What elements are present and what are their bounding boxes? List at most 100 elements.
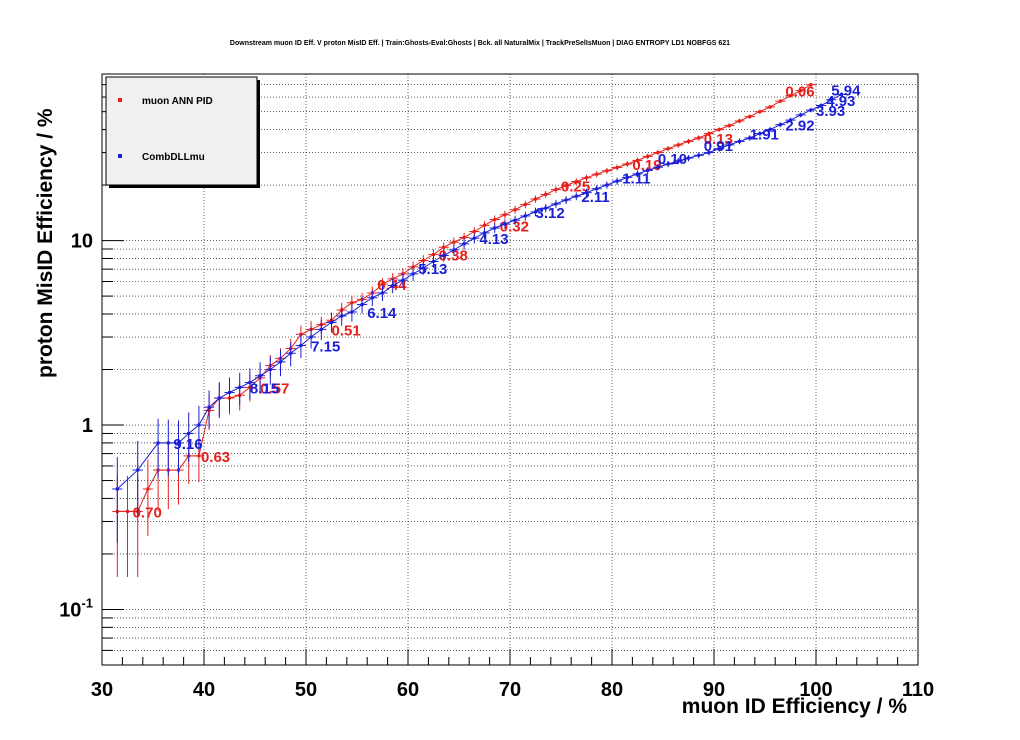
x-tick-label: 70: [499, 679, 521, 701]
chart-title: Downstream muon ID Eff. V proton MisID E…: [230, 40, 730, 47]
data-point: [299, 343, 303, 347]
data-point: [421, 258, 425, 262]
data-point: [697, 153, 701, 157]
data-point: [268, 368, 272, 371]
data-point: [248, 381, 252, 385]
data-point: [381, 291, 384, 295]
x-tick-label: 110: [902, 679, 934, 701]
data-point: [738, 119, 741, 123]
point-label: 0.51: [332, 322, 361, 339]
data-point: [238, 385, 242, 389]
data-point: [177, 441, 180, 445]
data-point: [513, 218, 517, 222]
point-label: 0.32: [500, 218, 529, 235]
data-point: [758, 132, 762, 136]
x-axis-title: muon ID Efficiency / %: [682, 695, 908, 718]
data-point: [789, 118, 792, 122]
data-point: [748, 136, 752, 140]
data-point: [615, 179, 619, 183]
grid-lines: [101, 73, 919, 666]
legend-label-combdllmu: CombDLLmu: [142, 152, 205, 163]
data-point: [319, 327, 323, 331]
data-point: [534, 210, 537, 214]
point-label: 0.91: [704, 138, 733, 155]
y-axis-title: proton MisID Efficiency / %: [34, 108, 57, 378]
data-point: [778, 123, 782, 127]
data-point: [156, 441, 160, 445]
data-point: [207, 405, 211, 409]
point-label: 0.38: [439, 248, 468, 265]
data-point: [738, 139, 741, 143]
x-tick-label: 80: [601, 679, 623, 701]
series-layer: 0.700.630.570.510.440.380.320.250.190.13…: [112, 82, 861, 577]
point-label: 6.14: [367, 305, 397, 322]
data-point: [115, 487, 119, 491]
data-point: [595, 172, 599, 176]
data-point: [493, 218, 497, 222]
data-point: [483, 231, 486, 235]
legend-box: [105, 76, 258, 186]
data-point: [421, 266, 425, 270]
data-point: [370, 296, 374, 300]
data-point: [197, 454, 201, 458]
data-point: [727, 124, 731, 128]
data-point: [146, 487, 150, 491]
data-point: [687, 139, 690, 143]
data-point: [258, 374, 262, 378]
data-point: [676, 159, 680, 163]
legend-marker-combdllmu: [118, 154, 122, 158]
data-point: [126, 509, 129, 513]
point-label: 0.13: [704, 131, 733, 148]
legend-marker-muon-ann-pid: [118, 98, 122, 102]
data-point: [452, 248, 456, 252]
data-point: [809, 83, 813, 87]
data-point: [615, 165, 619, 169]
data-point: [136, 468, 140, 472]
data-point: [289, 351, 293, 355]
data-point: [166, 441, 170, 445]
data-point: [217, 396, 221, 400]
legend-label-muon-ann-pid: muon ANN PID: [142, 96, 213, 107]
data-point: [442, 254, 446, 258]
data-point: [799, 89, 803, 93]
data-point: [666, 162, 670, 166]
point-label: 2.11: [581, 189, 609, 206]
point-label: 5.94: [831, 82, 861, 99]
point-label: 3.93: [816, 103, 845, 120]
data-point: [707, 151, 711, 155]
y-tick-label: 1: [82, 415, 93, 437]
data-point: [585, 191, 588, 195]
data-point: [544, 206, 548, 210]
y-tick-exponent: -1: [81, 595, 93, 610]
data-point: [462, 235, 466, 239]
data-point: [462, 242, 466, 246]
data-point: [717, 128, 721, 132]
data-point: [564, 198, 568, 202]
point-label: 0.06: [785, 84, 814, 101]
data-point: [228, 391, 231, 395]
data-point: [799, 113, 803, 117]
data-point: [503, 213, 507, 217]
y-tick-label: 10-1: [59, 595, 93, 621]
data-point: [707, 132, 711, 136]
data-point: [758, 110, 762, 114]
data-point: [401, 278, 405, 282]
x-tick-label: 30: [91, 679, 113, 701]
data-point: [676, 143, 680, 147]
y-tick-base: 10: [71, 231, 93, 253]
data-point: [432, 253, 435, 257]
data-point: [574, 194, 578, 198]
data-point: [452, 240, 456, 244]
data-point: [829, 98, 833, 102]
data-point: [666, 147, 670, 151]
data-point: [350, 301, 354, 305]
data-point: [656, 165, 660, 169]
data-point: [544, 192, 548, 196]
data-point: [595, 187, 599, 191]
data-point: [330, 320, 333, 324]
data-point: [523, 214, 527, 218]
point-label: 4.93: [826, 93, 855, 110]
data-point: [625, 175, 629, 179]
